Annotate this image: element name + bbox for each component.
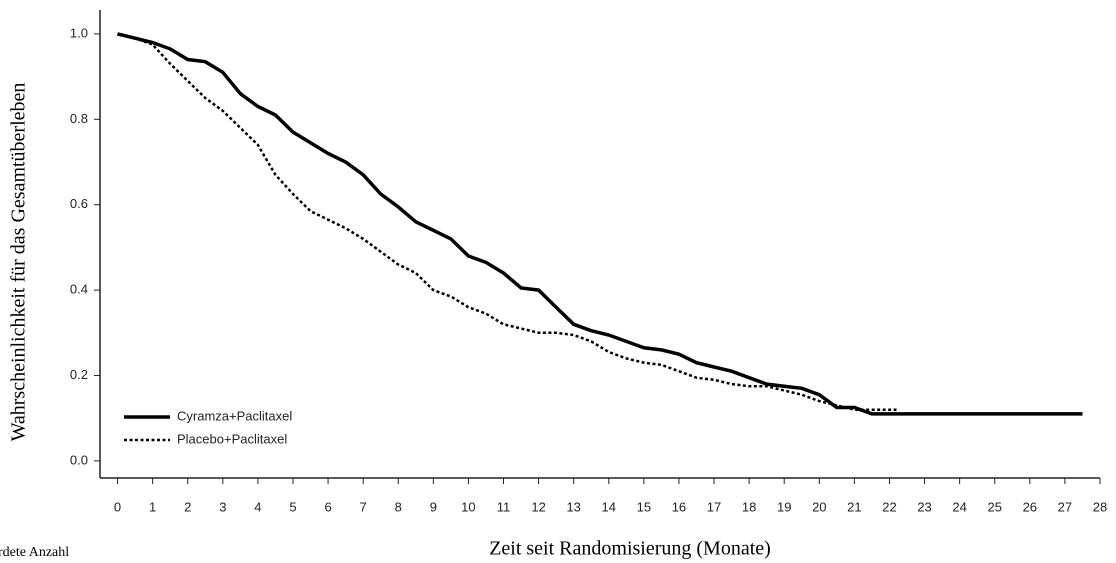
x-tick-label: 28 [1093,499,1107,514]
y-tick-label: 0.4 [70,282,88,297]
x-tick-label: 10 [461,499,475,514]
legend-label: Cyramza+Paclitaxel [177,408,292,423]
y-tick-label: 0.6 [70,196,88,211]
x-tick-label: 0 [114,499,121,514]
x-tick-label: 18 [742,499,756,514]
x-tick-label: 27 [1058,499,1072,514]
x-tick-label: 9 [430,499,437,514]
x-tick-label: 13 [566,499,580,514]
x-tick-label: 11 [497,499,511,514]
x-tick-label: 15 [637,499,651,514]
x-tick-label: 6 [324,499,331,514]
x-tick-label: 12 [531,499,545,514]
x-tick-label: 16 [672,499,686,514]
y-axis-title: Wahrscheinlichkeit für das Gesamtüberleb… [8,83,30,442]
x-tick-label: 4 [254,499,261,514]
x-tick-label: 24 [952,499,966,514]
annotation: rdete Anzahl [0,545,69,560]
x-tick-label: 22 [882,499,896,514]
x-tick-label: 1 [149,499,156,514]
legend-label: Placebo+Paclitaxel [177,431,287,446]
x-tick-label: 26 [1023,499,1037,514]
y-tick-label: 1.0 [70,25,88,40]
x-tick-label: 17 [707,499,721,514]
x-tick-label: 5 [289,499,296,514]
x-tick-label: 20 [812,499,826,514]
survival-line [117,32,897,411]
x-tick-label: 14 [602,499,616,514]
survival-line [117,32,1083,416]
x-tick-label: 25 [988,499,1002,514]
x-tick-label: 23 [917,499,931,514]
x-tick-label: 3 [219,499,226,514]
x-tick-label: 2 [184,499,191,514]
x-axis-title: Zeit seit Randomisierung (Monate) [489,538,771,560]
y-tick-label: 0.2 [70,367,88,382]
y-tick-label: 0.0 [70,452,88,467]
x-tick-label: 21 [847,499,861,514]
x-tick-label: 19 [777,499,791,514]
x-tick-label: 7 [360,499,367,514]
x-tick-label: 8 [395,499,402,514]
y-tick-label: 0.8 [70,111,88,126]
